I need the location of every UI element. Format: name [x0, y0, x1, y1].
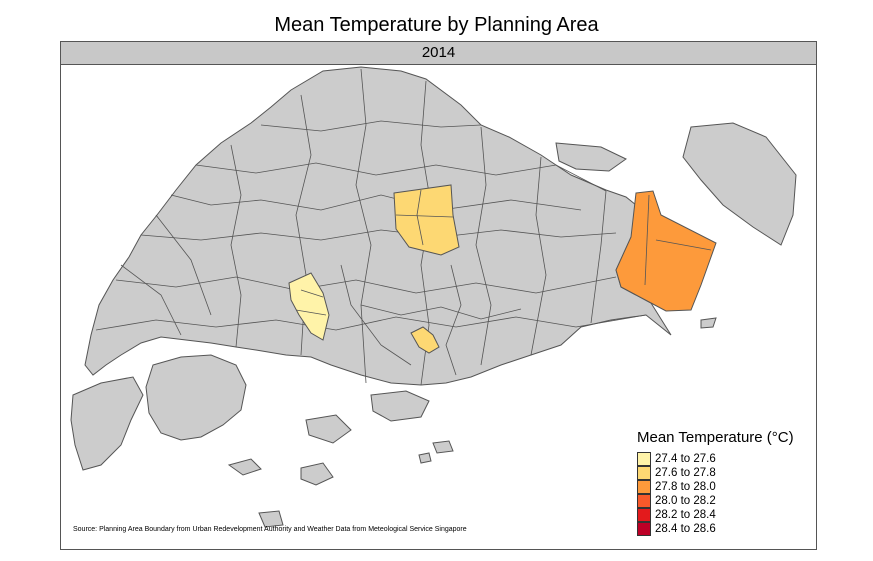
legend-label: 28.2 to 28.4 [655, 509, 716, 521]
pulau-ubin [555, 142, 627, 172]
legend-item: 27.6 to 27.8 [637, 466, 794, 480]
pulau-tekong [682, 122, 797, 246]
map-panel: 2014 [60, 41, 817, 550]
legend-label: 27.4 to 27.6 [655, 453, 716, 465]
legend-label: 28.4 to 28.6 [655, 523, 716, 535]
area-central [410, 326, 440, 354]
island-s6 [418, 452, 432, 464]
west-islets [70, 376, 144, 471]
legend-swatch [637, 522, 651, 536]
main-island [84, 66, 672, 386]
island-s2 [227, 458, 262, 476]
island-s5 [432, 440, 454, 454]
legend-item: 28.4 to 28.6 [637, 522, 794, 536]
source-caption: Source: Planning Area Boundary from Urba… [73, 526, 467, 533]
area-north-central [393, 184, 460, 256]
highlight-internal-lines [295, 189, 712, 316]
legend-label: 28.0 to 28.2 [655, 495, 716, 507]
legend-swatch [637, 508, 651, 522]
legend-item: 28.2 to 28.4 [637, 508, 794, 522]
island-s1 [305, 414, 352, 444]
planning-area-boundaries [95, 68, 647, 386]
legend-swatch [637, 480, 651, 494]
sentosa [370, 390, 430, 422]
island-s4 [258, 510, 284, 528]
legend-swatch [637, 466, 651, 480]
facet-strip-label: 2014 [61, 42, 816, 65]
choropleth-map [70, 66, 797, 528]
legend-title: Mean Temperature (°C) [637, 429, 794, 446]
legend-item: 28.0 to 28.2 [637, 494, 794, 508]
legend-label: 27.8 to 28.0 [655, 481, 716, 493]
area-west [288, 272, 330, 341]
island-s3 [300, 462, 334, 486]
legend-swatch [637, 452, 651, 466]
area-east [615, 190, 717, 312]
legend-item: 27.4 to 27.6 [637, 452, 794, 466]
legend-swatch [637, 494, 651, 508]
legend: Mean Temperature (°C) 27.4 to 27.6 27.6 … [637, 429, 794, 536]
highlighted-areas [288, 184, 717, 354]
legend-item: 27.8 to 28.0 [637, 480, 794, 494]
legend-label: 27.6 to 27.8 [655, 467, 716, 479]
chart-title: Mean Temperature by Planning Area [274, 14, 599, 36]
jurong-island [145, 354, 247, 441]
east-reclamation [700, 317, 717, 329]
